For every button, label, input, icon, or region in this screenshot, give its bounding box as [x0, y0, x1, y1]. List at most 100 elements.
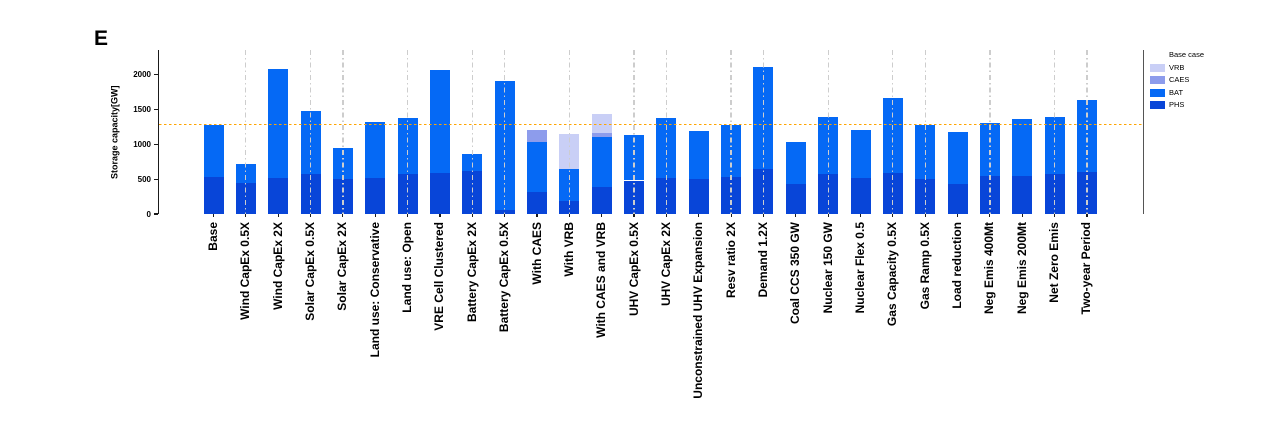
x-category-label: Demand 1.2X: [755, 222, 770, 298]
x-category-label: VRE Cell Clustered: [432, 222, 447, 331]
bar-segment-PHS: [203, 177, 224, 214]
y-tick: [153, 178, 158, 180]
x-category-label: Gas Ramp 0.5X: [917, 222, 932, 310]
x-tick: [439, 214, 441, 217]
x-tick: [309, 214, 312, 217]
bar-segment-BAT: [947, 132, 968, 184]
x-category-label: Nuclear Flex 0.5: [853, 222, 867, 314]
x-tick: [407, 214, 409, 217]
grid-line: [924, 50, 926, 214]
legend-label: VRB: [1169, 62, 1185, 72]
x-tick: [924, 214, 926, 217]
x-category-label: With VRB: [561, 222, 576, 277]
x-category-label: Two-year Period: [1079, 222, 1094, 315]
grid-line: [471, 50, 473, 214]
x-tick: [795, 214, 797, 217]
x-category-label: With CAES and VRB: [594, 222, 609, 338]
y-tick-label: 2000: [133, 69, 151, 79]
x-tick: [892, 214, 894, 217]
x-tick: [698, 214, 700, 217]
legend-swatch-caes: [1150, 76, 1165, 84]
bar-segment-BAT: [688, 130, 709, 180]
bar-segment-PHS: [429, 172, 450, 214]
bar-segment-BAT: [429, 69, 450, 173]
grid-line: [989, 50, 991, 214]
grid-line: [762, 50, 765, 214]
bar-segment-BAT: [365, 121, 386, 178]
bar-segment-PHS: [527, 192, 547, 214]
x-tick: [1086, 214, 1088, 217]
x-tick: [762, 214, 765, 217]
x-category-label: UHV CapEx 2X: [658, 222, 673, 307]
grid-line: [665, 50, 668, 214]
legend-item: VRB: [1150, 62, 1204, 72]
bar-segment-PHS: [1012, 175, 1033, 214]
x-tick: [212, 214, 215, 217]
baseline-line: [159, 123, 1143, 126]
bar-segment-PHS: [947, 183, 968, 214]
x-category-label: Gas Capacity 0.5X: [885, 222, 900, 327]
x-category-label: Base: [206, 222, 220, 251]
x-category-label: Solar CapEx 0.5X: [303, 222, 318, 321]
bar-segment-BAT: [268, 68, 289, 178]
x-tick: [859, 214, 862, 217]
bar-segment-PHS: [785, 183, 806, 214]
bar-segment-BAT: [1012, 119, 1033, 176]
x-tick: [471, 214, 473, 217]
x-tick: [277, 214, 279, 217]
x-category-label: Net Zero Emis: [1047, 222, 1062, 303]
grid-line: [406, 50, 409, 214]
x-tick: [989, 214, 991, 217]
grid-line: [633, 50, 635, 214]
x-category-label: Battery CapEx 0.5X: [497, 222, 512, 333]
x-tick: [1054, 214, 1056, 217]
plot-area: Base Wind CapEx 0.5X Wind CapEx 2X Solar Ca…: [133, 50, 1144, 399]
panel-label: E: [94, 27, 109, 50]
grid-line: [892, 50, 894, 214]
x-tick: [536, 214, 538, 217]
legend-label: Base case: [1169, 50, 1205, 59]
bar-segment-BAT: [785, 142, 806, 184]
y-tick-label: 1500: [133, 104, 151, 114]
legend-swatch-vrb: [1150, 63, 1165, 72]
bar-segment-PHS: [365, 177, 386, 214]
x-category-label: Nuclear 150 GW: [820, 222, 835, 314]
y-tick-label: 500: [137, 174, 151, 184]
y-tick-label: 1000: [133, 139, 151, 149]
grid-line: [309, 50, 312, 214]
x-category-label: Load reduction: [950, 222, 965, 309]
x-category-label: Neg Emis 200Mt: [1014, 222, 1029, 315]
x-category-label: With CAES: [529, 222, 544, 285]
legend-swatch-phs: [1150, 101, 1165, 109]
x-tick: [665, 214, 667, 217]
bar-segment-PHS: [591, 186, 612, 214]
legend-item: BAT: [1150, 88, 1204, 97]
x-tick: [342, 214, 344, 217]
bar-segment-BAT: [203, 124, 224, 177]
y-axis-title-line1: Storage capacity: [109, 106, 120, 179]
legend-item: Base case: [1150, 51, 1204, 59]
bar-segment-BAT: [527, 142, 547, 193]
x-tick: [504, 214, 506, 217]
grid-line: [730, 50, 732, 214]
bar-segment-BAT: [850, 129, 871, 178]
x-tick: [956, 214, 959, 217]
bar-segment-PHS: [688, 179, 709, 214]
grid-line: [827, 50, 829, 214]
bar-segment-PHS: [268, 177, 289, 214]
grid-line: [504, 50, 506, 214]
x-category-label: Unconstrained UHV Expansion: [691, 222, 706, 399]
y-tick: [153, 143, 158, 145]
bar-segment-CAES: [591, 132, 612, 137]
grid-line: [1086, 50, 1088, 214]
x-category-label: Neg Emis 400Mt: [982, 222, 997, 315]
bar-segment-BAT: [591, 136, 612, 187]
grid-line: [342, 50, 344, 214]
y-tick-label: 0: [146, 209, 151, 219]
x-category-label: Land use: Open: [400, 222, 415, 313]
x-tick: [374, 214, 376, 217]
legend-swatch-base-case: [1150, 54, 1165, 56]
x-category-label: Coal CCS 350 GW: [788, 222, 803, 325]
x-tick: [633, 214, 635, 217]
x-tick: [730, 214, 732, 217]
